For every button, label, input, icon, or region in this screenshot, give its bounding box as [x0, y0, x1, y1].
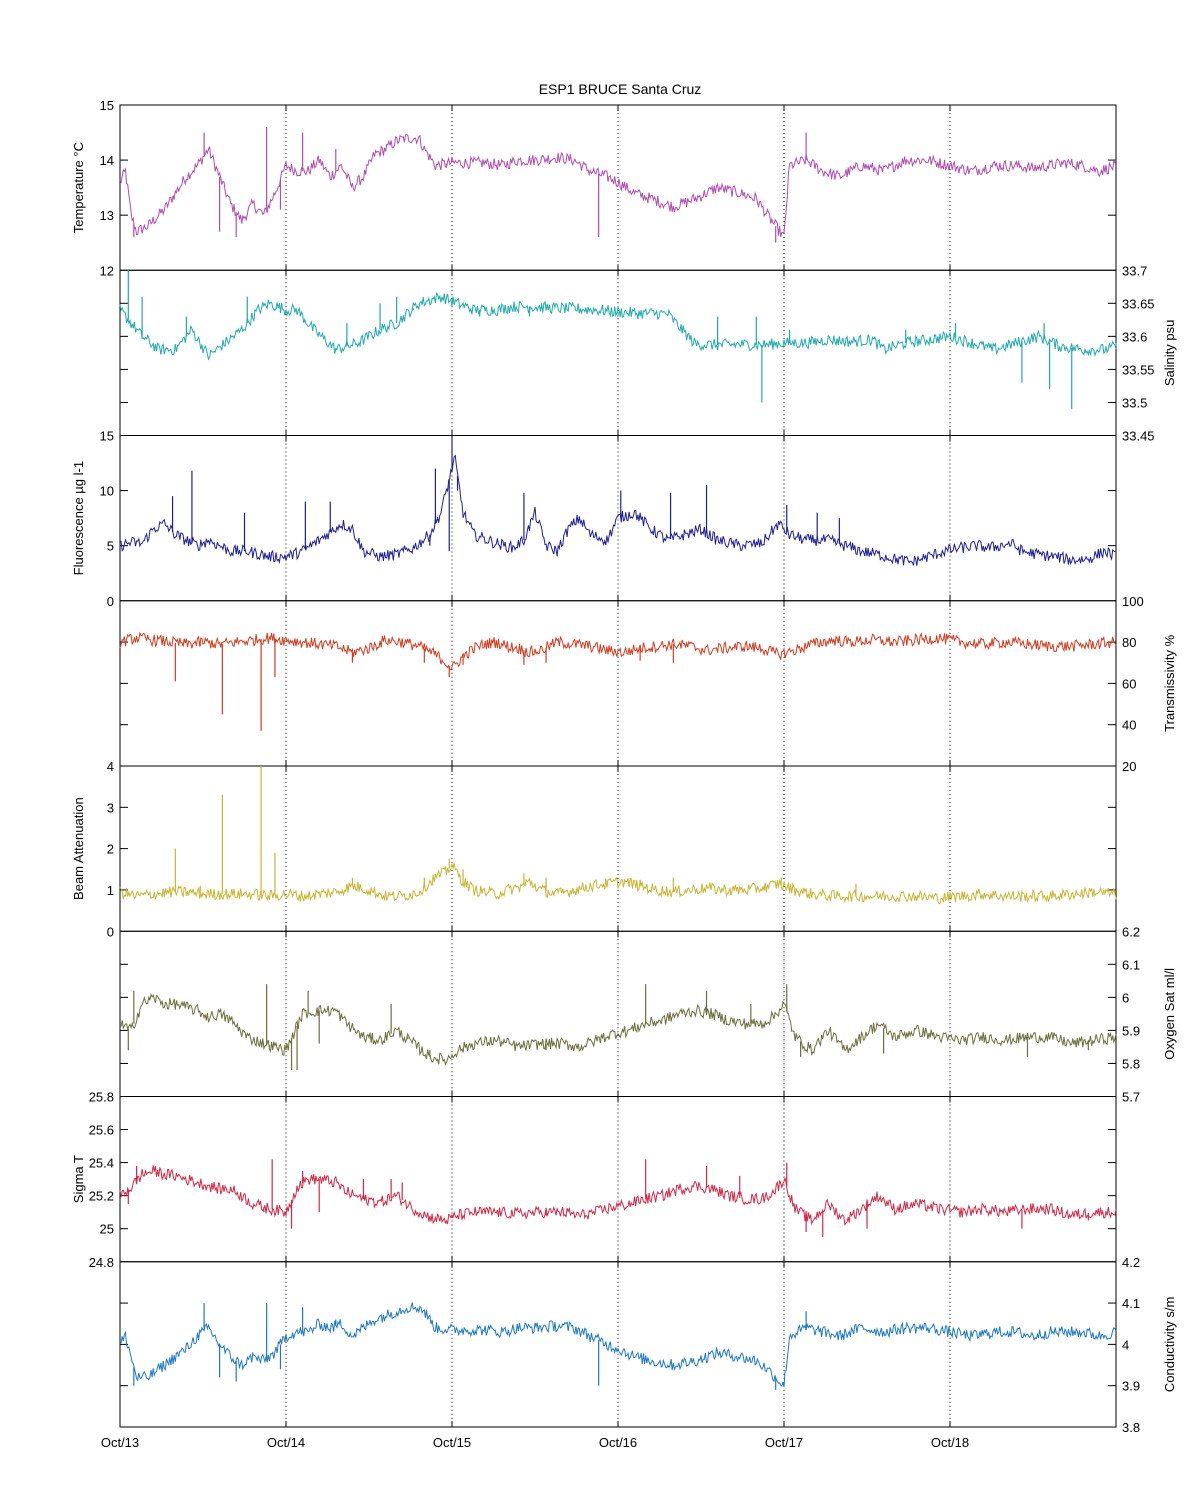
- y-tick-label: 14: [100, 153, 114, 168]
- y-axis-label: Salinity psu: [1162, 320, 1177, 386]
- y-tick-label: 4: [107, 759, 114, 774]
- series-line: [119, 134, 1117, 238]
- y-tick-label: 6: [1122, 990, 1129, 1005]
- panel-5: 1 2 3 4 0 Beam Attenuation: [71, 759, 1117, 939]
- y-tick-label: 80: [1122, 635, 1136, 650]
- panel-6: 5.8 5.9 6 6.1 5.7 6.2 Oxygen Sat ml/l: [119, 924, 1177, 1105]
- y-tick-label: 10: [100, 484, 114, 499]
- y-tick-label: 0: [107, 924, 114, 939]
- y-tick-label: 4.2: [1122, 1255, 1140, 1270]
- x-tick-label: Oct/14: [267, 1435, 305, 1450]
- y-tick-label: 15: [100, 98, 114, 113]
- y-tick-label: 25: [100, 1222, 114, 1237]
- panel-7: 25 25.2 25.4 25.6 24.8 25.8 Sigma T: [71, 1090, 1117, 1270]
- y-tick-label: 5.9: [1122, 1023, 1140, 1038]
- y-tick-label: 5.8: [1122, 1056, 1140, 1071]
- y-tick-label: 6.2: [1122, 924, 1140, 939]
- y-tick-label: 25.4: [89, 1156, 114, 1171]
- x-tick-label: Oct/17: [765, 1435, 803, 1450]
- panel-3: 5 10 15 0 Fluorescence µg l-1: [71, 429, 1117, 609]
- y-tick-label: 33.65: [1122, 296, 1155, 311]
- y-tick-label: 1: [107, 883, 114, 898]
- y-axis-label: Transmissivity %: [1162, 634, 1177, 731]
- y-tick-label: 60: [1122, 676, 1136, 691]
- y-tick-label: 3.8: [1122, 1420, 1140, 1435]
- series-line: [119, 862, 1117, 905]
- y-tick-label: 33.45: [1122, 429, 1155, 444]
- x-tick-label: Oct/13: [101, 1435, 139, 1450]
- y-tick-label: 5: [107, 539, 114, 554]
- panel-2: 33.5 33.55 33.6 33.65 33.45 33.7 Salinity psu: [119, 263, 1177, 444]
- x-tick-label: Oct/15: [433, 1435, 471, 1450]
- y-tick-label: 13: [100, 208, 114, 223]
- y-tick-label: 2: [107, 842, 114, 857]
- y-tick-label: 4.1: [1122, 1296, 1140, 1311]
- y-tick-label: 100: [1122, 594, 1144, 609]
- y-tick-label: 33.7: [1122, 263, 1147, 278]
- y-tick-label: 25.2: [89, 1189, 114, 1204]
- panel-4: 40 60 80 20 100 Transmissivity %: [119, 594, 1177, 774]
- series-line: [119, 1302, 1117, 1388]
- y-tick-label: 3: [107, 800, 114, 815]
- y-tick-label: 20: [1122, 759, 1136, 774]
- y-axis-label: Temperature °C: [71, 142, 86, 233]
- x-tick-label: Oct/16: [599, 1435, 637, 1450]
- series-line: [119, 993, 1117, 1066]
- y-tick-label: 24.8: [89, 1255, 114, 1270]
- series-line: [119, 1165, 1117, 1226]
- chart-title: ESP1 BRUCE Santa Cruz: [539, 81, 702, 97]
- y-tick-label: 25.6: [89, 1123, 114, 1138]
- y-tick-label: 4: [1122, 1337, 1129, 1352]
- y-tick-label: 33.5: [1122, 395, 1147, 410]
- y-tick-label: 33.55: [1122, 362, 1155, 377]
- y-tick-label: 3.9: [1122, 1379, 1140, 1394]
- y-tick-label: 0: [107, 594, 114, 609]
- y-tick-label: 33.6: [1122, 329, 1147, 344]
- y-tick-label: 12: [100, 263, 114, 278]
- y-tick-label: 5.7: [1122, 1090, 1140, 1105]
- series-line: [119, 454, 1117, 566]
- y-axis-label: Sigma T: [71, 1155, 86, 1203]
- series-line: [119, 292, 1117, 361]
- x-tick-label: Oct/18: [931, 1435, 969, 1450]
- y-tick-label: 6.1: [1122, 957, 1140, 972]
- panel-8: 3.9 4 4.1 3.8 4.2 Conductivity s/m Oct/13 Oct/1…: [101, 1255, 1177, 1450]
- panel-1: 13 14 15 12 Temperature °C: [71, 98, 1117, 278]
- y-axis-label: Beam Attenuation: [71, 797, 86, 900]
- y-tick-label: 25.8: [89, 1090, 114, 1105]
- y-tick-label: 40: [1122, 718, 1136, 733]
- y-axis-label: Oxygen Sat ml/l: [1162, 968, 1177, 1060]
- y-tick-label: 15: [100, 429, 114, 444]
- series-line: [119, 631, 1117, 671]
- y-axis-label: Conductivity s/m: [1162, 1297, 1177, 1392]
- y-axis-label: Fluorescence µg l-1: [71, 461, 86, 575]
